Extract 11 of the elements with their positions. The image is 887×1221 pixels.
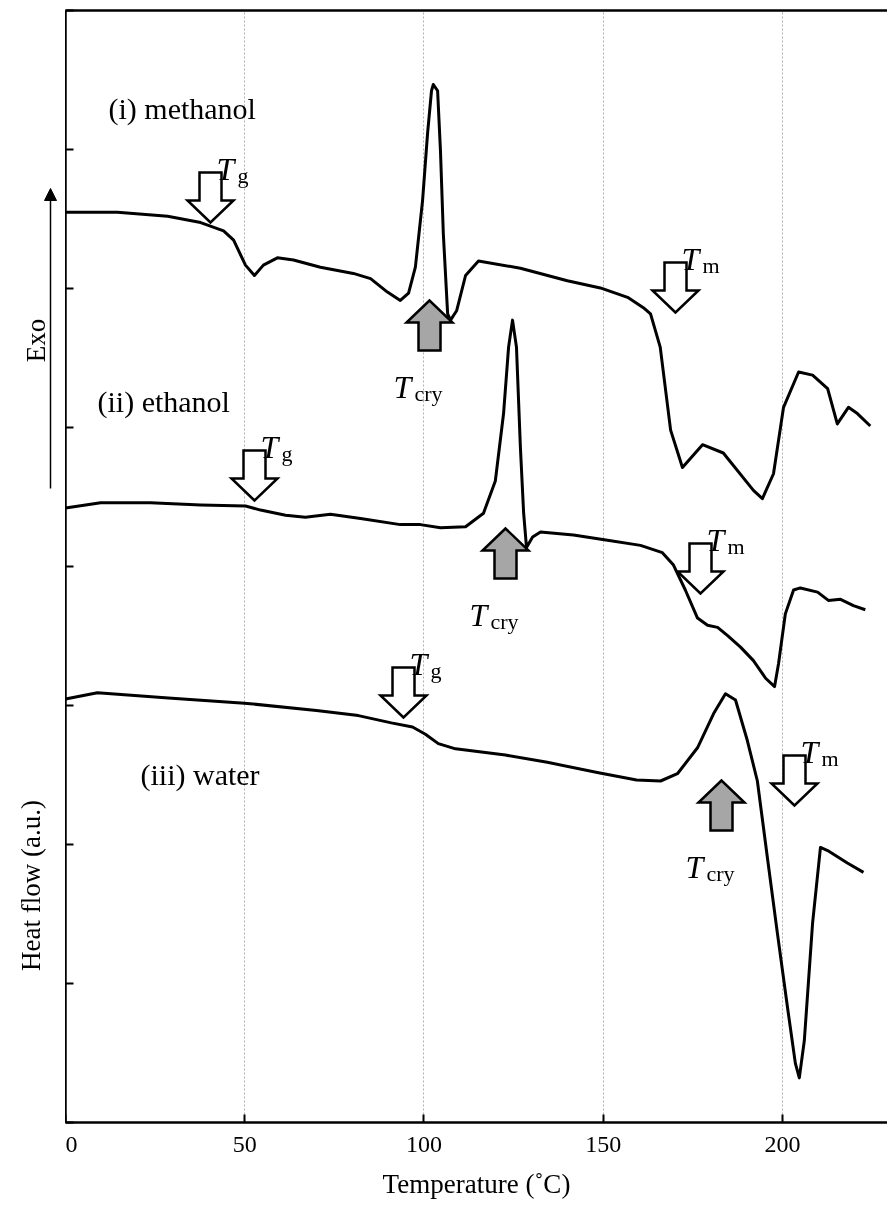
x-tick-label: 200 — [764, 1130, 801, 1157]
text: (ii) ethanol — [97, 384, 230, 419]
x-tick-label: 50 — [232, 1130, 257, 1157]
y-axis-title: Heat flow (a.u.) — [15, 800, 46, 971]
x-tick-label: 100 — [405, 1130, 442, 1157]
text: Exo — [20, 318, 51, 363]
x-axis-title: Temperature (˚C) — [382, 1168, 571, 1199]
x-tick-label: 0 — [65, 1130, 78, 1157]
text: (i) methanol — [108, 91, 256, 126]
x-tick-label: 150 — [585, 1130, 622, 1157]
series-label: (iii) water — [140, 758, 260, 793]
